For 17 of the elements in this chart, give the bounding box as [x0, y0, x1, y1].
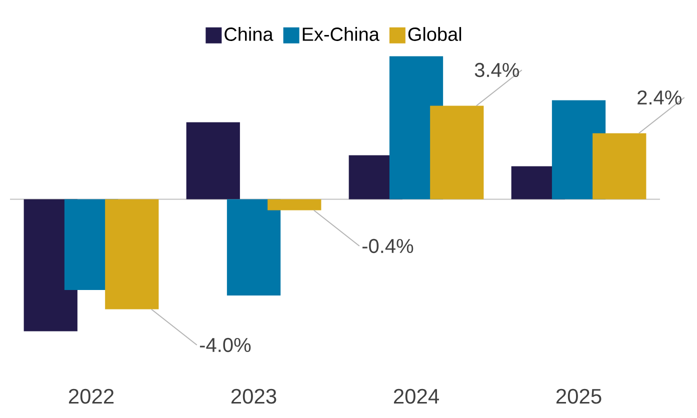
x-tick-label: 2022 — [68, 388, 114, 404]
data-label: -4.0% — [200, 338, 251, 352]
bar — [186, 122, 240, 200]
bar — [268, 199, 322, 210]
bar — [226, 199, 281, 296]
x-tick-label: 2025 — [556, 388, 602, 404]
legend-label: China — [224, 27, 274, 41]
data-label: 2.4% — [638, 90, 682, 105]
legend-label: Ex-China — [302, 27, 380, 41]
data-label: -0.4% — [362, 238, 414, 254]
x-tick-label: 2024 — [394, 388, 439, 404]
bar — [105, 199, 159, 310]
legend-label: Global — [408, 27, 462, 41]
bar — [430, 106, 484, 200]
data-label: 3.4% — [474, 62, 519, 78]
x-tick-label: 2023 — [231, 388, 276, 404]
bar — [592, 133, 646, 200]
